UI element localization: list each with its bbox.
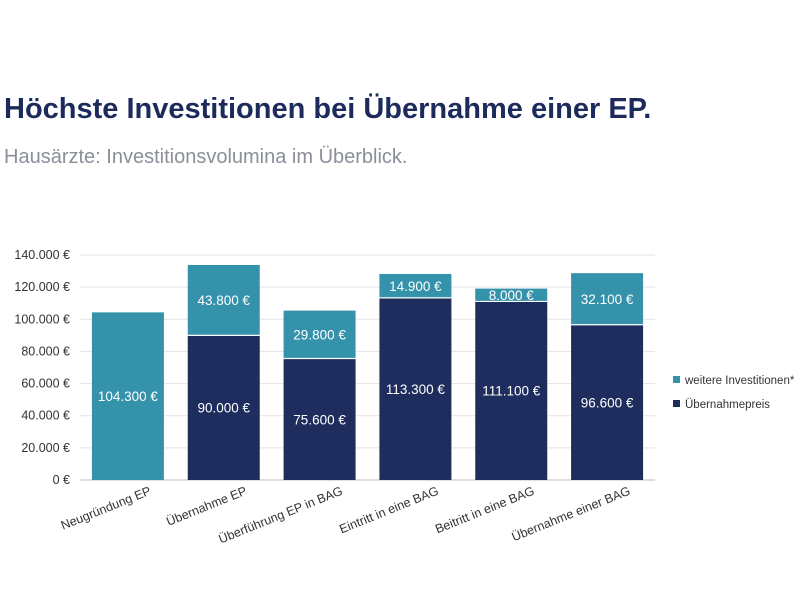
data-label: 29.800 € [293, 328, 346, 343]
bar-weitere-investitionen [91, 312, 164, 480]
data-label: 14.900 € [389, 279, 442, 294]
y-tick-label: 60.000 € [21, 377, 70, 391]
x-category-label: Neugründung EP [59, 484, 153, 533]
bar-weitere-investitionen [187, 264, 260, 336]
bar-weitere-investitionen [283, 310, 356, 359]
bar-uebernahmepreis [571, 324, 644, 480]
legend-swatch [673, 400, 680, 407]
bar-uebernahmepreis [187, 335, 260, 480]
bars: 104.300 € 90.000 € 43.800 € 75.600 € 29.800 … [91, 264, 644, 480]
data-label: 96.600 € [581, 395, 634, 410]
bar-weitere-investitionen [475, 288, 548, 302]
gridlines [80, 254, 655, 481]
y-tick-label: 80.000 € [21, 344, 70, 358]
x-category-label: Eintritt in eine BAG [337, 484, 440, 537]
y-tick-label: 140.000 € [14, 248, 70, 262]
y-tick-label: 100.000 € [14, 312, 70, 326]
y-tick-label: 40.000 € [21, 409, 70, 423]
data-label: 111.100 € [482, 384, 541, 399]
bar-uebernahmepreis [475, 301, 548, 480]
legend: weitere Investitionen* Übernahmepreis [673, 375, 795, 411]
y-tick-label: 20.000 € [21, 441, 70, 455]
data-label: 32.100 € [581, 292, 634, 307]
data-label: 104.300 € [98, 389, 159, 404]
bar-weitere-investitionen [379, 273, 452, 298]
x-category-label: Übernahme EP [164, 484, 248, 529]
y-tick-label: 120.000 € [14, 280, 70, 294]
y-tick-label: 0 € [53, 473, 70, 487]
chart-title: Höchste Investitionen bei Übernahme eine… [4, 93, 652, 125]
data-label: 113.300 € [386, 382, 446, 397]
data-label: 90.000 € [197, 401, 250, 416]
data-label: 75.600 € [293, 412, 346, 427]
chart-subtitle: Hausärzte: Investitionsvolumina im Überb… [4, 146, 408, 168]
y-axis-ticks: 0 € 20.000 € 40.000 € 60.000 € 80.000 € 100.0… [14, 248, 70, 487]
bar-uebernahmepreis [283, 358, 356, 480]
bar-weitere-investitionen [571, 273, 644, 325]
legend-label: Übernahmepreis [685, 399, 770, 411]
legend-swatch [673, 376, 680, 383]
data-label: 43.800 € [197, 293, 250, 308]
bar-uebernahmepreis [379, 297, 452, 480]
data-label: 8.000 € [489, 288, 535, 303]
legend-label: weitere Investitionen* [684, 375, 795, 387]
